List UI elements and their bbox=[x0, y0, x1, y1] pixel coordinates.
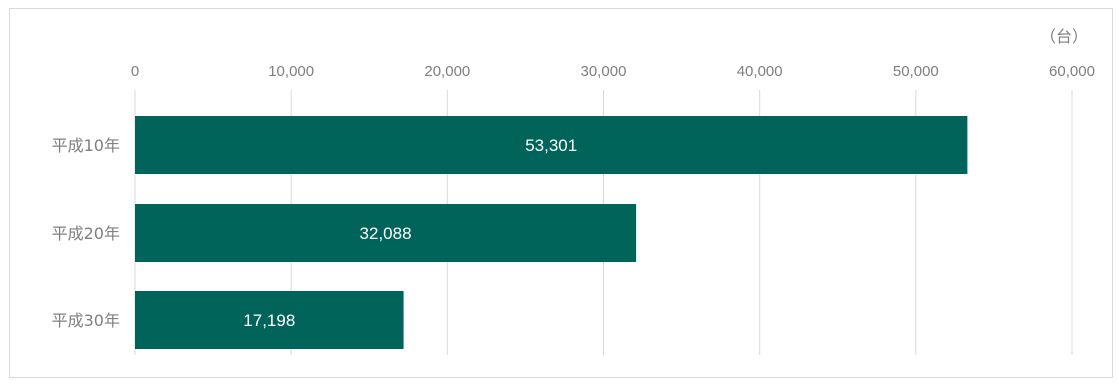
x-tick-label: 40,000 bbox=[737, 63, 783, 80]
data-label: 17,198 bbox=[243, 311, 295, 330]
x-axis-ticks: 0 10,000 20,000 30,000 40,000 50,000 60,000 bbox=[131, 63, 1095, 80]
category-label: 平成20年 bbox=[52, 224, 120, 243]
x-tick-label: 10,000 bbox=[268, 63, 314, 80]
data-label: 53,301 bbox=[525, 136, 577, 155]
x-tick-label: 30,000 bbox=[581, 63, 627, 80]
x-tick-label: 50,000 bbox=[893, 63, 939, 80]
x-tick-label: 0 bbox=[131, 63, 139, 80]
data-label: 32,088 bbox=[360, 224, 412, 243]
x-tick-label: 60,000 bbox=[1049, 63, 1095, 80]
category-label: 平成10年 bbox=[52, 136, 120, 155]
bar bbox=[135, 116, 968, 174]
category-label: 平成30年 bbox=[52, 311, 120, 330]
bar bbox=[135, 291, 404, 349]
x-tick-label: 20,000 bbox=[424, 63, 470, 80]
unit-label: （台） bbox=[1040, 27, 1088, 46]
bar bbox=[135, 204, 637, 262]
bars: 53,301 32,088 17,198 bbox=[135, 116, 968, 349]
